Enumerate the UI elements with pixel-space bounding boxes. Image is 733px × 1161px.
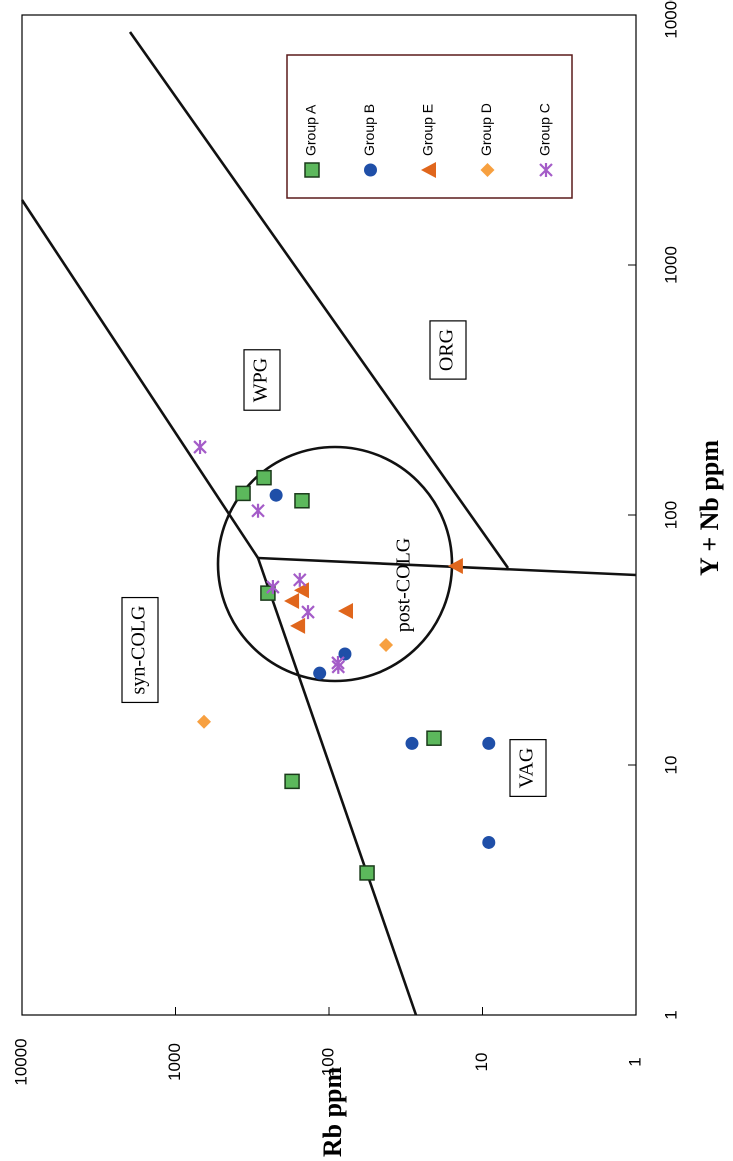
boundary-line (20, 199, 260, 559)
y-tick-label: 1 (625, 1057, 644, 1066)
point (235, 485, 251, 502)
point (301, 605, 315, 620)
boundary-line (257, 556, 637, 577)
region-label: post-COLG (393, 538, 415, 632)
boundary-line (128, 31, 510, 569)
point (337, 603, 353, 620)
point (447, 558, 463, 575)
point (426, 730, 442, 746)
point (482, 835, 496, 849)
region-labels: syn-COLG WPG ORG VAG post-COLG (121, 320, 547, 797)
x-tick-label: 1000 (661, 246, 680, 284)
point (379, 637, 394, 652)
y-tick-label: 10000 (11, 1038, 30, 1085)
point (338, 647, 352, 661)
point (197, 714, 212, 729)
legend-marker (421, 162, 436, 178)
region-box (429, 320, 467, 380)
point (284, 592, 300, 609)
x-tick-label: 1 (661, 1010, 680, 1019)
x-tick-label: 100 (661, 501, 680, 529)
legend-label: Group E (420, 104, 436, 156)
region-label: WPG (250, 358, 272, 402)
point (359, 865, 375, 881)
region-box (121, 596, 159, 704)
legend-marker (539, 163, 553, 177)
region-label: VAG (516, 748, 538, 789)
point (266, 580, 280, 595)
legend-label: Group B (361, 104, 377, 156)
point (405, 736, 419, 750)
region-label: ORG (436, 329, 458, 371)
x-tick-label: 10000 (661, 0, 680, 39)
legend-marker (364, 163, 377, 177)
point (193, 440, 207, 455)
boundary-line (256, 557, 418, 1016)
region-label: syn-COLG (128, 606, 150, 695)
point (251, 503, 265, 518)
y-tick-label: 100 (318, 1048, 337, 1076)
boundaries (20, 31, 637, 1016)
x-tick-label: 10 (661, 756, 680, 775)
point (284, 773, 300, 790)
legend-label: Group D (478, 103, 494, 156)
point (290, 617, 306, 634)
legend-marker (480, 163, 495, 177)
region-box (509, 739, 547, 797)
legend-label: Group A (303, 104, 319, 156)
region-box (243, 349, 281, 411)
point (293, 572, 307, 587)
y-tick-label: 1000 (165, 1043, 184, 1081)
point (256, 469, 272, 486)
legend-label: Group C (537, 103, 553, 156)
y-axis-title: Rb ppm (318, 1067, 347, 1158)
y-tick-label: 10 (472, 1053, 491, 1072)
point (331, 659, 346, 674)
point (269, 488, 283, 502)
legend-marker (304, 162, 320, 178)
point (482, 736, 496, 750)
point (294, 493, 310, 509)
x-axis-title: Y + Nb ppm (695, 440, 724, 576)
point (313, 666, 327, 680)
